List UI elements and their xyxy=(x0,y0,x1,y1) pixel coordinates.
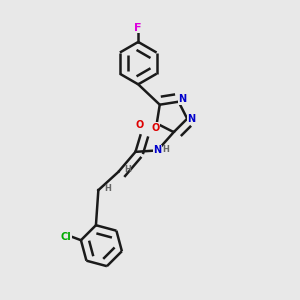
Text: N: N xyxy=(178,94,186,104)
Text: H: H xyxy=(104,184,111,193)
Text: F: F xyxy=(134,23,142,33)
Text: O: O xyxy=(136,120,144,130)
Text: N: N xyxy=(154,146,162,155)
Text: Cl: Cl xyxy=(61,232,72,242)
Text: N: N xyxy=(188,114,196,124)
Text: O: O xyxy=(151,123,159,133)
Text: H: H xyxy=(162,145,169,154)
Text: H: H xyxy=(124,165,130,174)
